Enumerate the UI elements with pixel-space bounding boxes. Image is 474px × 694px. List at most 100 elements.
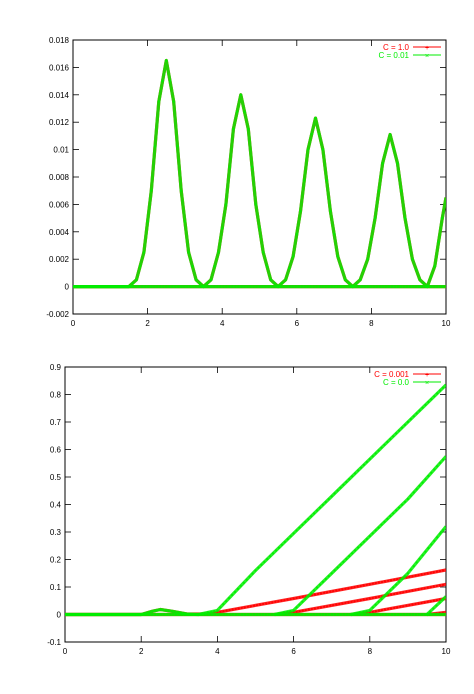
data-point <box>228 165 231 168</box>
data-point <box>138 613 142 616</box>
data-point <box>310 607 313 611</box>
data-point <box>120 285 123 288</box>
data-point <box>232 127 235 131</box>
data-point <box>228 613 232 616</box>
data-point <box>288 285 291 288</box>
data-point <box>429 285 433 288</box>
data-point <box>369 613 373 616</box>
data-point <box>325 179 328 182</box>
data-point <box>357 546 360 549</box>
data-point <box>371 610 374 613</box>
data-point <box>423 601 426 604</box>
data-point <box>407 237 410 240</box>
data-point <box>433 395 436 398</box>
data-point <box>69 613 73 616</box>
data-point <box>150 189 153 192</box>
data-point <box>392 435 395 438</box>
data-point <box>73 285 75 288</box>
data-point <box>390 613 394 616</box>
data-point <box>168 285 171 288</box>
data-point <box>312 285 315 288</box>
data-point <box>432 571 435 574</box>
data-point <box>348 613 352 616</box>
data-point <box>365 460 368 464</box>
data-point <box>245 578 248 581</box>
data-point <box>135 278 138 281</box>
data-point <box>318 285 321 288</box>
data-point <box>286 538 289 541</box>
data-point <box>222 603 225 606</box>
data-point <box>273 282 276 285</box>
data-point <box>167 609 170 612</box>
data-point <box>414 613 418 616</box>
data-point <box>345 480 348 484</box>
data-point <box>288 613 292 616</box>
data-point <box>141 285 144 288</box>
data-point <box>432 607 435 610</box>
data-point <box>187 251 190 254</box>
data-point <box>377 595 380 598</box>
chart-bottom: -0.100.10.20.30.40.50.60.70.80.90 2 4 6 8 10C… <box>47 363 451 656</box>
data-point <box>392 512 395 515</box>
chart-top: -0.00200.0020.0040.0060.0080.010.0120.01… <box>46 36 451 328</box>
data-point <box>375 613 379 616</box>
data-point <box>420 601 423 605</box>
data-point <box>321 285 324 288</box>
legend-marker: + <box>425 45 429 52</box>
data-point <box>418 409 421 412</box>
x-tick-label: 6 <box>295 319 300 328</box>
data-point <box>342 483 345 486</box>
data-point <box>344 278 347 281</box>
data-point <box>171 613 175 616</box>
data-point <box>378 613 382 616</box>
data-point <box>135 285 138 288</box>
data-point <box>146 220 149 223</box>
data-point <box>265 602 268 605</box>
data-point <box>249 285 252 288</box>
data-point <box>294 285 297 288</box>
data-point <box>81 613 85 616</box>
data-point <box>172 100 175 103</box>
data-point <box>396 592 399 595</box>
data-point <box>309 613 313 616</box>
data-point <box>222 610 225 613</box>
data-point <box>117 613 121 616</box>
plot-frame <box>64 366 447 643</box>
y-tick-label: 0.006 <box>49 200 70 209</box>
data-point <box>424 478 427 481</box>
y-tick-label: 0.4 <box>50 501 62 510</box>
data-point <box>341 588 344 591</box>
data-point <box>441 583 445 586</box>
data-point <box>286 610 289 613</box>
x-tick-label: 4 <box>215 647 220 656</box>
data-point <box>298 526 301 529</box>
data-point <box>429 610 432 613</box>
data-point <box>295 596 298 600</box>
data-point <box>289 535 292 538</box>
data-point <box>284 278 287 281</box>
data-point <box>252 285 255 288</box>
data-point <box>403 500 407 503</box>
data-point <box>396 613 400 616</box>
data-point <box>372 285 375 288</box>
data-point <box>225 285 228 288</box>
data-point <box>378 285 381 288</box>
data-point <box>353 586 356 589</box>
y-tick-label: 0.008 <box>49 173 70 182</box>
series-line <box>274 455 446 617</box>
data-point <box>377 600 380 603</box>
data-point <box>80 285 84 288</box>
data-point <box>237 285 240 288</box>
data-point <box>111 613 115 616</box>
data-point <box>427 474 430 478</box>
data-point <box>191 265 194 268</box>
data-point <box>393 578 396 581</box>
data-point <box>269 278 272 281</box>
data-point <box>120 613 124 616</box>
data-point <box>195 285 198 288</box>
y-tick-label: 0.018 <box>49 36 70 45</box>
data-point <box>274 549 278 552</box>
data-point <box>201 285 204 288</box>
data-point <box>357 469 360 472</box>
data-point <box>251 572 254 575</box>
